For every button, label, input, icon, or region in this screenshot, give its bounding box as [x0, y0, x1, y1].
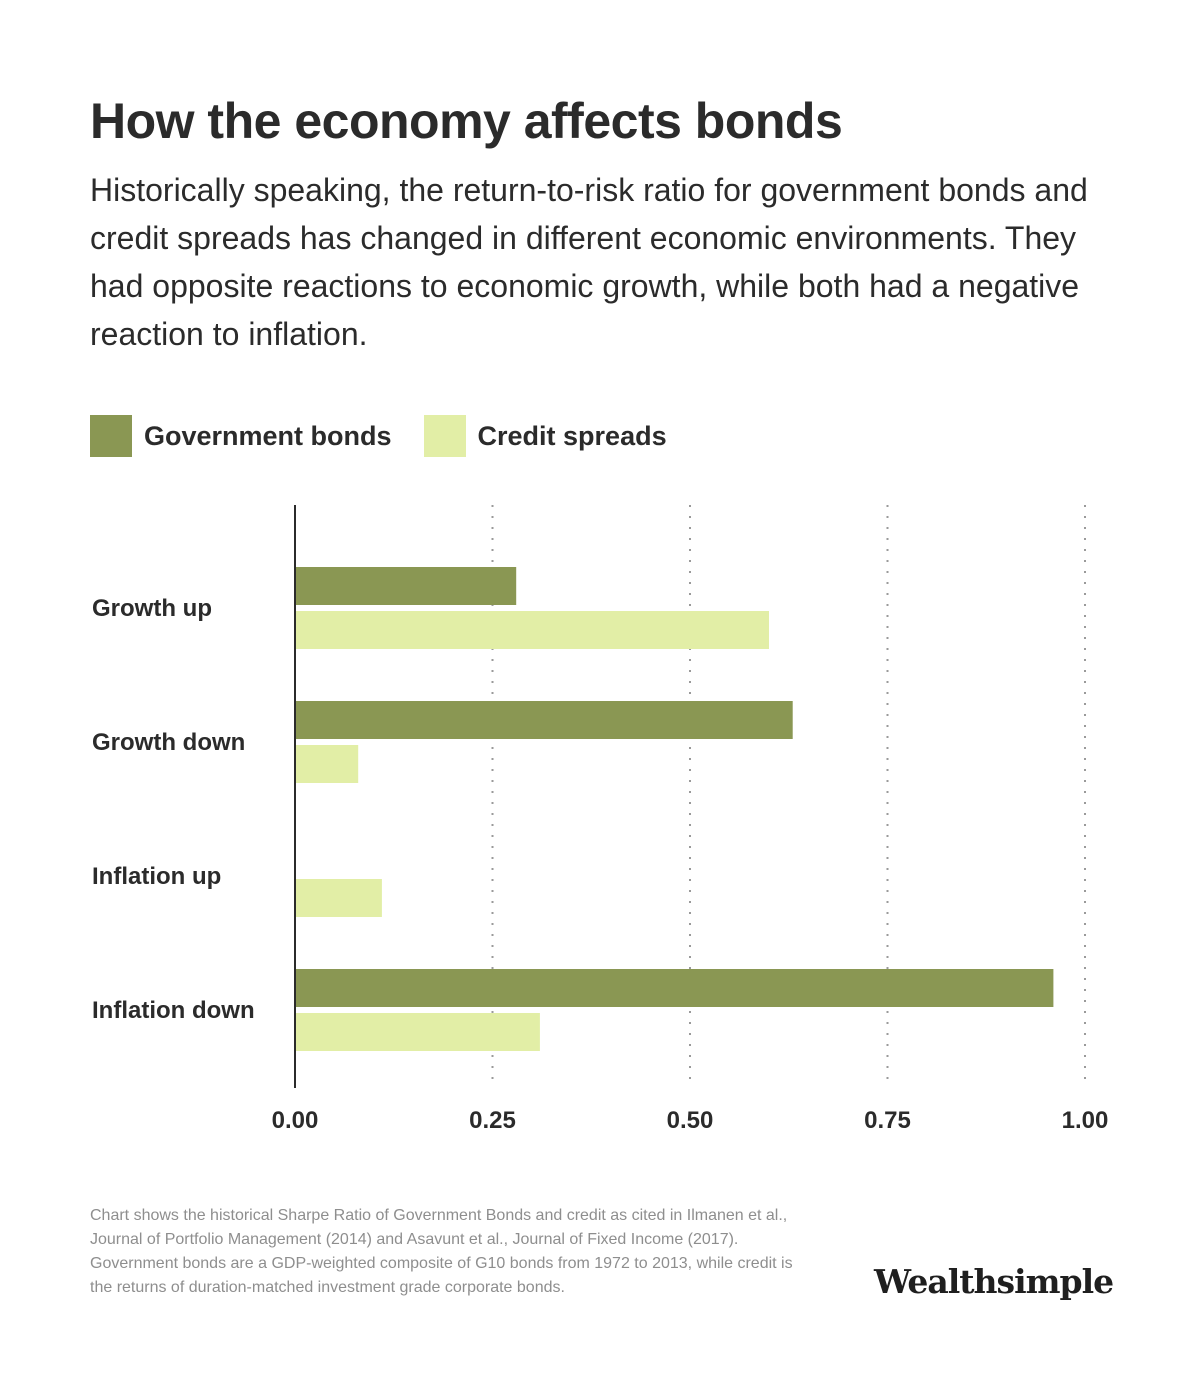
- wealthsimple-logo: Wealthsimple: [874, 1262, 1114, 1301]
- legend-swatch-government-bonds: [90, 415, 132, 457]
- x-tick-label-4: 1.00: [1062, 1107, 1109, 1134]
- bar-government-bonds-1: [295, 701, 793, 739]
- legend-label-government-bonds: Government bonds: [144, 420, 392, 451]
- bar-credit-spreads-1: [295, 745, 359, 783]
- chart-subtitle: Historically speaking, the return-to-ris…: [90, 172, 1088, 352]
- legend-label-credit-spreads: Credit spreads: [477, 420, 667, 451]
- bar-credit-spreads-2: [295, 879, 382, 917]
- x-tick-label-2: 0.50: [667, 1107, 714, 1134]
- legend-swatch-credit-spreads: [423, 415, 466, 457]
- legend: Government bonds Credit spreads: [90, 415, 699, 457]
- bar-government-bonds-0: [295, 567, 517, 605]
- category-label-3: Inflation down: [92, 997, 255, 1024]
- footnote: Chart shows the historical Sharpe Ratio …: [90, 1207, 793, 1296]
- x-tick-label-1: 0.25: [469, 1107, 516, 1134]
- x-tick-label-0: 0.00: [272, 1107, 319, 1134]
- category-label-1: Growth down: [92, 729, 245, 756]
- legend-item-credit-spreads: Credit spreads: [423, 415, 667, 457]
- category-label-0: Growth up: [92, 595, 212, 622]
- bar-credit-spreads-0: [295, 611, 769, 649]
- bar-government-bonds-3: [295, 969, 1054, 1007]
- bar-credit-spreads-3: [295, 1013, 540, 1051]
- chart-title: How the economy affects bonds: [90, 93, 843, 149]
- bar-chart: 0.00 0.25 0.50 0.75 1.00 Growth up Growth down…: [92, 505, 1109, 1134]
- category-label-2: Inflation up: [92, 863, 221, 890]
- legend-item-government-bonds: Government bonds: [90, 415, 392, 457]
- x-tick-label-3: 0.75: [864, 1107, 911, 1134]
